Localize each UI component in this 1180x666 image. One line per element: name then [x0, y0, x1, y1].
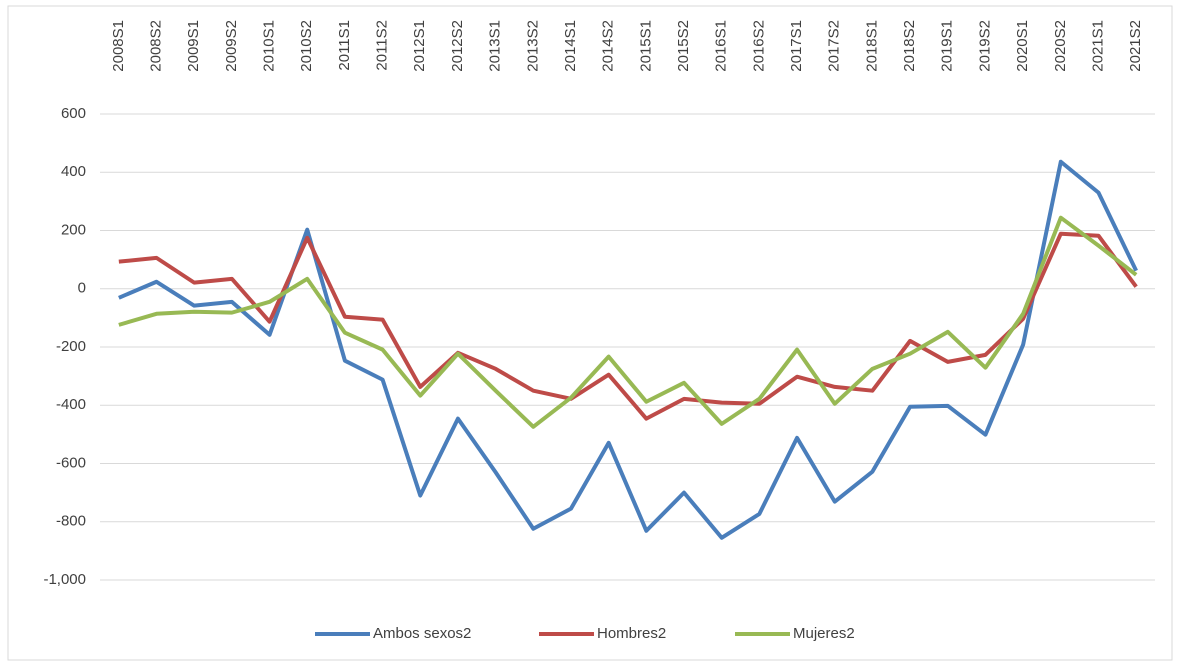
x-tick-label: 2016S1: [713, 20, 730, 72]
x-tick-label: 2011S1: [336, 20, 353, 71]
legend-label: Mujeres2: [793, 625, 855, 642]
chart-frame: [7, 5, 1173, 661]
x-tick-label: 2019S1: [939, 20, 956, 72]
x-tick-label: 2011S2: [374, 20, 391, 71]
y-tick-label: -600: [56, 454, 86, 471]
y-tick-label: -800: [56, 513, 86, 530]
y-tick-label: 400: [61, 163, 86, 180]
x-tick-label: 2018S2: [901, 20, 918, 72]
legend-label: Ambos sexos2: [373, 625, 471, 642]
y-tick-label: -400: [56, 396, 86, 413]
x-tick-label: 2016S2: [750, 20, 767, 72]
x-tick-label: 2017S1: [788, 20, 805, 72]
series-line: [118, 231, 1138, 421]
x-tick-label: 2014S1: [562, 20, 579, 72]
x-tick-label: 2017S2: [826, 20, 843, 72]
x-tick-label: 2010S1: [261, 20, 278, 72]
x-tick-label: 2008S1: [110, 20, 127, 72]
x-tick-label: 2012S2: [449, 20, 466, 72]
x-tick-label: 2019S2: [976, 20, 993, 72]
y-tick-label: -1,000: [43, 571, 86, 588]
x-tick-label: 2021S2: [1127, 20, 1144, 72]
x-tick-label: 2021S1: [1089, 20, 1106, 72]
x-tick-label: 2009S1: [185, 20, 202, 72]
y-tick-label: 200: [61, 221, 86, 238]
x-tick-label: 2014S2: [600, 20, 617, 72]
x-tick-label: 2009S2: [223, 20, 240, 72]
series-line: [118, 215, 1138, 429]
x-tick-label: 2008S2: [147, 20, 164, 72]
x-tick-label: 2018S1: [863, 20, 880, 72]
x-tick-label: 2013S1: [487, 20, 504, 72]
x-tick-label: 2020S2: [1052, 20, 1069, 72]
y-tick-label: 600: [61, 105, 86, 122]
x-tick-label: 2015S1: [637, 20, 654, 72]
x-tick-label: 2010S2: [298, 20, 315, 72]
y-tick-label: 0: [78, 280, 86, 297]
x-tick-label: 2015S2: [675, 20, 692, 72]
y-tick-label: -200: [56, 338, 86, 355]
x-tick-label: 2013S2: [524, 20, 541, 72]
legend-label: Hombres2: [597, 625, 666, 642]
x-tick-label: 2020S1: [1014, 20, 1031, 72]
x-tick-label: 2012S1: [411, 20, 428, 72]
